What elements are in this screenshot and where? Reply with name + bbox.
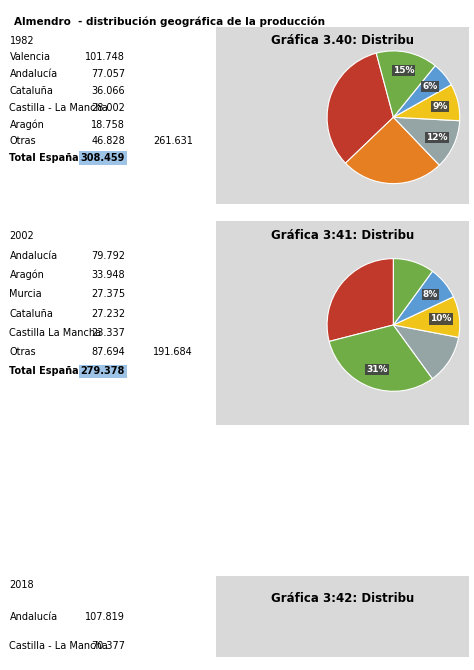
Text: 46.828: 46.828 (91, 136, 125, 146)
Text: Cataluña: Cataluña (9, 308, 54, 318)
Text: 191.684: 191.684 (153, 347, 192, 357)
Text: Total España: Total España (9, 153, 79, 163)
Wedge shape (393, 259, 432, 325)
Text: 12%: 12% (0, 669, 1, 670)
Text: Total España: Total España (9, 366, 79, 377)
Wedge shape (393, 297, 460, 338)
Wedge shape (329, 325, 432, 391)
Wedge shape (327, 53, 393, 163)
Text: Gráfica 3.40: Distribu: Gráfica 3.40: Distribu (271, 34, 414, 47)
Text: 10%: 10% (430, 314, 452, 324)
Text: Murcia: Murcia (9, 289, 42, 299)
Wedge shape (327, 259, 393, 342)
Wedge shape (393, 325, 459, 379)
Text: 28.002: 28.002 (91, 103, 125, 113)
Text: 1982: 1982 (9, 36, 34, 46)
Text: Aragón: Aragón (9, 119, 45, 130)
Text: 261.631: 261.631 (153, 136, 193, 146)
Text: 12%: 12% (426, 133, 447, 141)
Wedge shape (393, 271, 454, 325)
Text: 36.066: 36.066 (91, 86, 125, 96)
Text: Cataluña: Cataluña (9, 86, 54, 96)
Wedge shape (393, 66, 451, 117)
Text: 23.337: 23.337 (91, 328, 125, 338)
Text: Andalucía: Andalucía (9, 69, 58, 79)
Text: 279.378: 279.378 (81, 366, 125, 377)
Text: 308.459: 308.459 (81, 153, 125, 163)
Wedge shape (376, 51, 435, 117)
Text: 10%: 10% (0, 669, 1, 670)
Text: 15%: 15% (392, 66, 414, 75)
Text: 107.819: 107.819 (85, 612, 125, 622)
Text: 25%: 25% (0, 669, 1, 670)
Text: Otras: Otras (9, 136, 36, 146)
Text: 101.748: 101.748 (85, 52, 125, 62)
Text: 33.948: 33.948 (91, 270, 125, 280)
Text: Otras: Otras (9, 347, 36, 357)
Text: Andalucía: Andalucía (9, 251, 58, 261)
Wedge shape (393, 117, 460, 165)
Text: 18.758: 18.758 (91, 119, 125, 129)
Text: Castilla - La Mancha: Castilla - La Mancha (9, 641, 108, 651)
Text: 2002: 2002 (9, 231, 34, 241)
Text: Gráfica 3:41: Distribu: Gráfica 3:41: Distribu (271, 229, 414, 243)
Wedge shape (393, 84, 460, 121)
Text: 79.792: 79.792 (91, 251, 125, 261)
Text: 27.375: 27.375 (91, 289, 125, 299)
Text: 70.377: 70.377 (91, 641, 125, 651)
Text: Andalucía: Andalucía (9, 612, 58, 622)
Text: 9%: 9% (432, 102, 447, 111)
Text: Castilla - La Mancha: Castilla - La Mancha (9, 103, 108, 113)
Text: Castilla La Mancha: Castilla La Mancha (9, 328, 101, 338)
Text: 33%: 33% (0, 669, 1, 670)
Text: 31%: 31% (366, 365, 388, 375)
Text: Valencia: Valencia (9, 52, 50, 62)
Wedge shape (346, 117, 439, 184)
Text: Almendro  - distribución geográfica de la producción: Almendro - distribución geográfica de la… (14, 17, 325, 27)
Text: 87.694: 87.694 (91, 347, 125, 357)
Text: 8%: 8% (423, 290, 438, 299)
Text: 29%: 29% (0, 669, 1, 670)
Text: 2018: 2018 (9, 580, 34, 590)
Text: Aragón: Aragón (9, 270, 45, 281)
Text: 6%: 6% (422, 82, 438, 91)
Text: 27.232: 27.232 (91, 308, 125, 318)
Text: 77.057: 77.057 (91, 69, 125, 79)
Text: Gráfica 3:42: Distribu: Gráfica 3:42: Distribu (271, 592, 414, 605)
